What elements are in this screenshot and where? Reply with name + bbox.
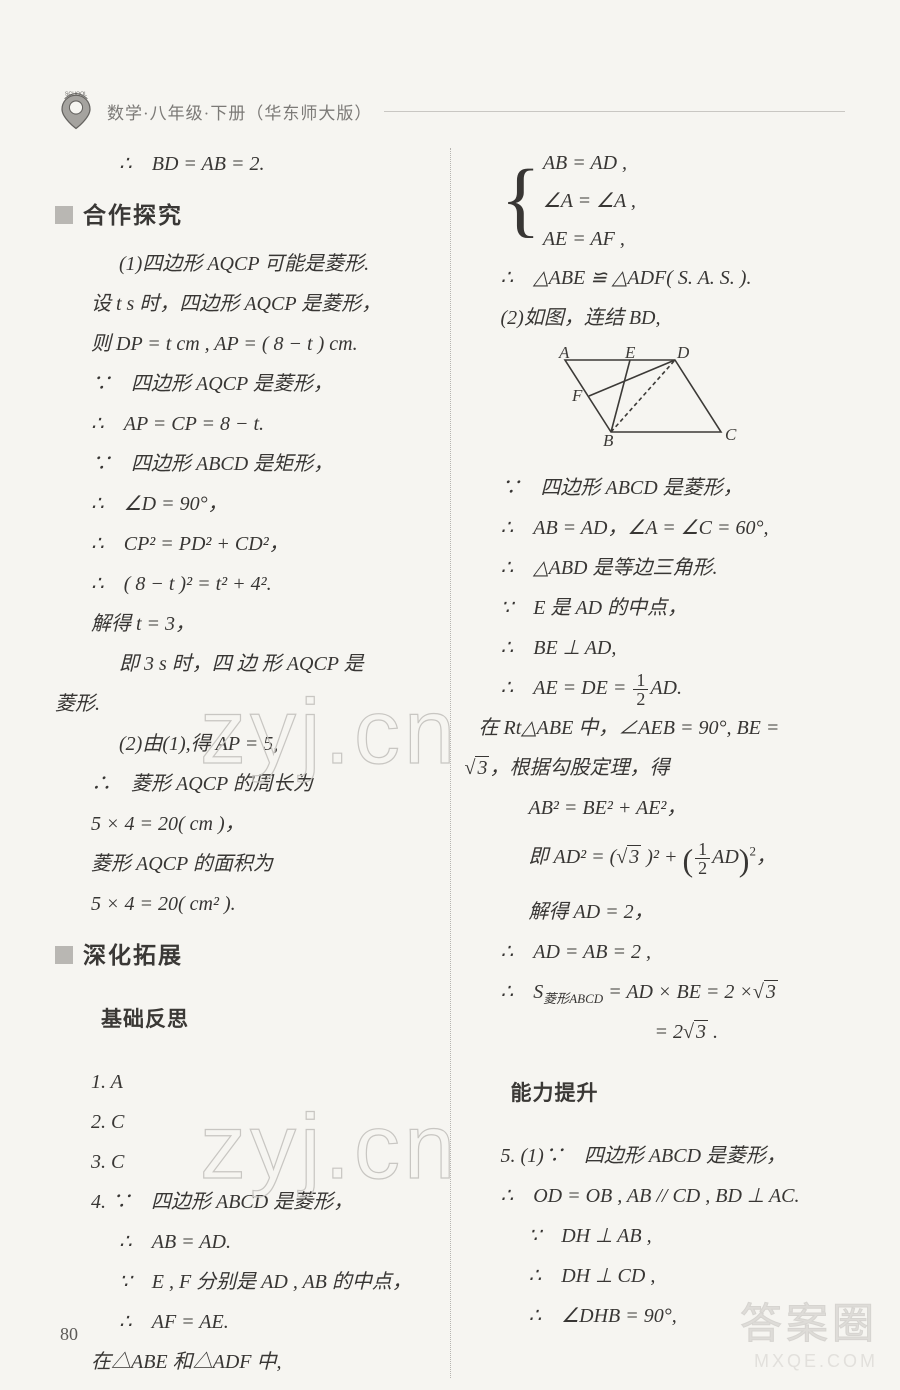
- text-line: ∵ E 是 AD 的中点，: [465, 588, 846, 628]
- section-deepen: 深化拓展: [55, 932, 436, 978]
- subheading-ability: 能力提升: [475, 1073, 846, 1115]
- left-column: ∴ BD = AB = 2. 合作探究 (1)四边形 AQCP 可能是菱形. 设…: [55, 144, 450, 1382]
- text-fragment: ，: [756, 846, 776, 868]
- text-line: ∴ AF = AE.: [55, 1302, 436, 1342]
- text-line: ∵ 四边形 ABCD 是矩形，: [55, 444, 436, 484]
- text-line: 设 t s 时，四边形 AQCP 是菱形，: [55, 284, 436, 324]
- subheading-reflect: 基础反思: [65, 999, 436, 1041]
- brace-system: { AB = AD , ∠A = ∠A , AE = AF ,: [501, 144, 846, 258]
- page-header: SCHOOL 数学·八年级·下册（华东师大版）: [55, 90, 845, 132]
- right-column: { AB = AD , ∠A = ∠A , AE = AF , ∴ △ABE ≌…: [451, 144, 846, 1382]
- text-line: 即 AD² = (√3 )² + ( 1 2 AD)2，: [465, 828, 846, 892]
- text-line: 4. ∵ 四边形 ABCD 是菱形，: [55, 1182, 436, 1222]
- text-line: = 2√3 .: [465, 1012, 846, 1052]
- text-fragment: ∴ AE = DE =: [501, 677, 627, 699]
- text-line: (2)由(1),得 AP = 5,: [55, 724, 436, 764]
- text-line: 解得 t = 3，: [55, 604, 436, 644]
- text-fragment: = 2: [655, 1021, 684, 1043]
- header-divider-line: [384, 111, 845, 112]
- sqrt-expression: √3: [465, 748, 490, 788]
- section-title: 合作探究: [83, 192, 183, 238]
- diagram-label: A: [558, 346, 570, 362]
- text-line: ∴ ∠D = 90°，: [55, 484, 436, 524]
- text-line: ∴ 菱形 AQCP 的周长为: [55, 764, 436, 804]
- text-fragment: 即 AD² = (: [529, 846, 617, 868]
- text-line: ∴ BD = AB = 2.: [55, 144, 436, 184]
- sqrt-expression: √3: [753, 972, 778, 1012]
- text-line: ∠A = ∠A ,: [543, 182, 636, 220]
- text-line: ∵ DH ⊥ AB ,: [465, 1216, 846, 1256]
- text-line: ∴ ( 8 − t )² = t² + 4².: [55, 564, 436, 604]
- text-line: ∵ 四边形 AQCP 是菱形，: [55, 364, 436, 404]
- fraction-half: 1 2: [693, 840, 712, 877]
- text-line: ∴ ∠DHB = 90°,: [465, 1296, 846, 1336]
- sqrt-expression: √3: [616, 837, 641, 877]
- left-brace-icon: {: [501, 160, 543, 274]
- diagram-label: E: [624, 346, 636, 362]
- subscript: 菱形ABCD: [543, 991, 603, 1006]
- text-fragment: .: [708, 1021, 718, 1043]
- text-line: AE = AF ,: [543, 220, 636, 258]
- diagram-label: C: [725, 425, 737, 444]
- logo-text: SCHOOL: [65, 91, 87, 97]
- text-line: ∵ 四边形 ABCD 是菱形，: [465, 468, 846, 508]
- diagram-label: F: [571, 386, 583, 405]
- text-line: 5 × 4 = 20( cm )，: [55, 804, 436, 844]
- text-line: ∴ AB = AD.: [55, 1222, 436, 1262]
- text-line: 即 3 s 时，四 边 形 AQCP 是: [55, 644, 436, 684]
- text-line: 5 × 4 = 20( cm² ).: [55, 884, 436, 924]
- text-line: √3，根据勾股定理，得: [465, 748, 846, 788]
- text-line: 菱形 AQCP 的面积为: [55, 844, 436, 884]
- text-fragment: = AD × BE = 2 ×: [603, 981, 753, 1003]
- school-logo-icon: SCHOOL: [55, 90, 97, 132]
- text-line: AB² = BE² + AE²，: [465, 788, 846, 828]
- text-line: 在△ABE 和△ADF 中,: [55, 1342, 436, 1382]
- text-fragment: )² +: [641, 846, 677, 868]
- text-line: AB = AD ,: [543, 144, 636, 182]
- text-line: ∴ CP² = PD² + CD²，: [55, 524, 436, 564]
- answer-line: 1. A: [55, 1062, 436, 1102]
- text-line: (1)四边形 AQCP 可能是菱形.: [55, 244, 436, 284]
- answer-line: 2. C: [55, 1102, 436, 1142]
- section-cooperate: 合作探究: [55, 192, 436, 238]
- section-title: 深化拓展: [83, 932, 183, 978]
- text-fragment: AD.: [650, 677, 682, 699]
- text-line: 5. (1)∵ 四边形 ABCD 是菱形，: [465, 1136, 846, 1176]
- header-title: 数学·八年级·下册（华东师大版）: [107, 99, 372, 124]
- text-line: 则 DP = t cm , AP = ( 8 − t ) cm.: [55, 324, 436, 364]
- text-line: (2)如图，连结 BD,: [465, 298, 846, 338]
- text-line: ∴ S菱形ABCD = AD × BE = 2 ×√3: [465, 972, 846, 1012]
- section-marker-icon: [55, 946, 73, 964]
- text-line: 在 Rt△ABE 中，∠AEB = 90°, BE =: [465, 708, 846, 748]
- text-line: ∵ E , F 分别是 AD , AB 的中点，: [55, 1262, 436, 1302]
- diagram-label: B: [603, 431, 614, 446]
- answer-line: 3. C: [55, 1142, 436, 1182]
- diagram-label: D: [676, 346, 690, 362]
- text-line: 解得 AD = 2，: [465, 892, 846, 932]
- text-line: ∴ AD = AB = 2 ,: [465, 932, 846, 972]
- text-line: ∴ DH ⊥ CD ,: [465, 1256, 846, 1296]
- sqrt-expression: √3: [683, 1012, 708, 1052]
- section-marker-icon: [55, 206, 73, 224]
- fraction-half: 1 2: [631, 671, 650, 708]
- text-line: ∴ BE ⊥ AD,: [465, 628, 846, 668]
- text-line: ∴ △ABD 是等边三角形.: [465, 548, 846, 588]
- rhombus-diagram: A E D F B C: [545, 346, 846, 460]
- text-fragment: ∴ S: [501, 981, 544, 1003]
- text-line: ∴ AP = CP = 8 − t.: [55, 404, 436, 444]
- text-line: ∴ OD = OB , AB // CD , BD ⊥ AC.: [465, 1176, 846, 1216]
- text-line: 菱形.: [55, 684, 436, 724]
- page-number: 80: [60, 1324, 78, 1345]
- text-line: ∴ AB = AD，∠A = ∠C = 60°,: [465, 508, 846, 548]
- text-fragment: ，根据勾股定理，得: [489, 757, 669, 779]
- text-line: ∴ AE = DE = 1 2 AD.: [465, 668, 846, 708]
